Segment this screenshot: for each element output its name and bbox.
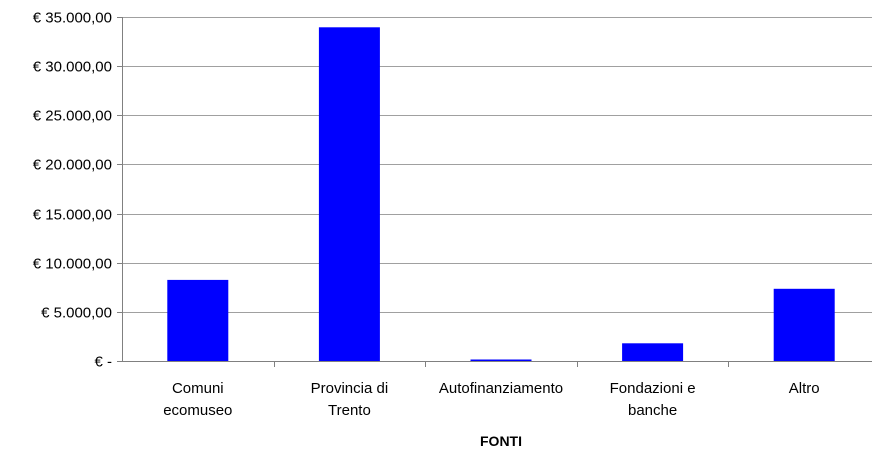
y-tick-label: € 5.000,00: [41, 305, 112, 322]
x-category-label: Altro: [789, 380, 820, 397]
x-category-label: Autofinanziamento: [439, 380, 563, 397]
y-tick-labels: € - € 5.000,00 € 10.000,00 € 15.000,00 € 20.…: [33, 10, 112, 371]
y-tick-label: € 20.000,00: [33, 157, 112, 174]
y-tick-label: € 15.000,00: [33, 207, 112, 224]
x-category-label-line: Comuni: [172, 380, 224, 397]
x-category-label-line: Trento: [328, 402, 371, 419]
x-category-label-line: Altro: [789, 380, 820, 397]
x-category-label-line: Provincia di: [311, 380, 389, 397]
bar: [470, 359, 532, 361]
x-category-label: Comuni ecomuseo: [163, 380, 232, 419]
y-tick-label: € 25.000,00: [33, 108, 112, 125]
bar: [167, 279, 229, 361]
y-tick-label: € 10.000,00: [33, 256, 112, 273]
x-category-label-line: ecomuseo: [163, 402, 232, 419]
x-category-label: Provincia di Trento: [311, 380, 389, 419]
gridlines: [122, 17, 872, 313]
x-category-label: Fondazioni e banche: [610, 380, 696, 419]
x-category-labels: Comuni ecomuseo Provincia di Trento Autofina…: [163, 380, 819, 419]
axes: [117, 17, 872, 367]
x-category-label-line: Fondazioni e: [610, 380, 696, 397]
bars: [167, 27, 835, 362]
bar: [622, 343, 684, 361]
bar: [773, 288, 835, 361]
x-axis-title: FONTI: [480, 433, 522, 449]
x-category-label-line: banche: [628, 402, 677, 419]
y-tick-label: € 35.000,00: [33, 10, 112, 27]
bar: [318, 27, 380, 362]
x-category-label-line: Autofinanziamento: [439, 380, 563, 397]
y-tick-label: € 30.000,00: [33, 59, 112, 76]
y-tick-label: € -: [94, 354, 112, 371]
